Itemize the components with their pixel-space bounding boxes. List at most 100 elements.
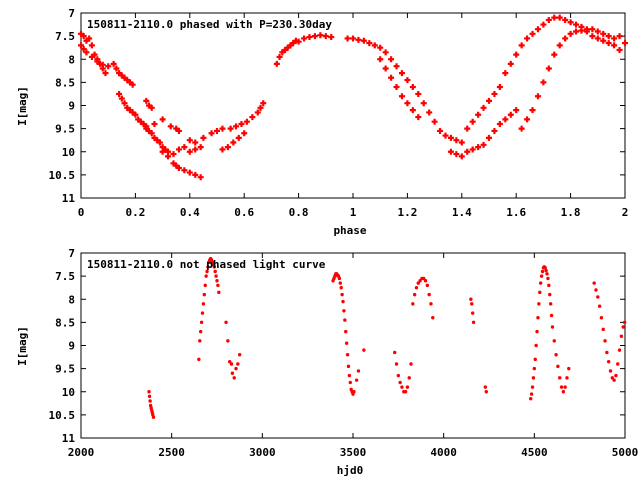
data-point: [442, 132, 449, 139]
data-point: [273, 60, 280, 67]
data-point: [362, 348, 366, 352]
data-point: [322, 33, 329, 40]
data-point: [532, 366, 537, 371]
data-point: [534, 343, 538, 348]
data-point: [219, 146, 226, 153]
chart-title: 150811-2110.0 phased with P=230.30day: [87, 18, 332, 31]
y-axis-ticks: 7 7.5 8 8.5 9 9.5 10 10.5 11: [49, 247, 625, 445]
data-point: [143, 123, 150, 130]
data-point: [544, 268, 548, 273]
data-point: [159, 148, 166, 155]
x-tick-label: 1: [350, 206, 357, 219]
data-point: [118, 95, 125, 102]
data-point: [534, 93, 541, 100]
data-point: [502, 116, 509, 123]
y-axis-label: I[mag]: [16, 326, 29, 366]
data-point: [606, 359, 611, 364]
data-point: [83, 49, 90, 56]
x-tick-label: 0.4: [180, 206, 200, 219]
y-tick-label: 10.5: [49, 169, 76, 182]
x-tick-label: 0: [78, 206, 85, 219]
data-point: [197, 357, 201, 362]
data-point: [622, 320, 627, 325]
data-point: [529, 392, 534, 396]
data-point: [113, 65, 120, 72]
x-axis-ticks: 2000 2500 3000 3500 4000 4500 5000: [68, 253, 638, 459]
data-point: [132, 111, 139, 118]
data-point: [603, 339, 607, 343]
data-point: [400, 385, 404, 389]
y-tick-label: 11: [62, 192, 76, 205]
data-point: [224, 144, 231, 151]
data-point: [548, 292, 552, 297]
data-point: [524, 35, 531, 42]
data-point: [605, 40, 612, 47]
data-points: [78, 14, 628, 181]
data-point: [458, 139, 465, 146]
y-tick-label: 8.5: [55, 76, 75, 89]
data-point: [486, 97, 492, 104]
data-point: [393, 84, 400, 90]
y-tick-label: 10: [62, 146, 75, 159]
data-point: [538, 281, 543, 285]
data-point: [197, 174, 204, 181]
y-tick-label: 8: [68, 53, 75, 66]
x-tick-label: 2500: [158, 446, 185, 459]
data-point: [382, 65, 389, 72]
data-point: [556, 364, 560, 369]
x-tick-label: 1.4: [452, 206, 472, 219]
data-point: [260, 100, 267, 107]
data-point: [614, 373, 618, 378]
x-tick-label: 1.8: [561, 206, 581, 219]
data-point: [192, 139, 199, 146]
data-point: [599, 316, 604, 320]
data-point: [205, 269, 209, 274]
data-point: [567, 19, 574, 26]
data-point: [214, 127, 220, 134]
data-point: [437, 127, 444, 134]
data-point: [311, 33, 318, 40]
data-point: [538, 290, 542, 295]
data-point: [398, 70, 405, 77]
data-point: [175, 127, 182, 134]
data-point: [345, 353, 350, 357]
data-point: [403, 390, 408, 394]
data-point: [425, 283, 430, 288]
data-point: [536, 316, 540, 320]
data-point: [562, 16, 569, 23]
data-point: [348, 380, 352, 385]
data-point: [610, 376, 615, 380]
data-point: [219, 125, 226, 132]
data-point: [226, 339, 230, 343]
data-point: [601, 327, 605, 332]
y-tick-label: 7.5: [55, 270, 75, 283]
data-point: [548, 302, 553, 306]
data-point: [341, 299, 345, 304]
data-point: [347, 373, 352, 378]
data-point: [596, 295, 600, 299]
data-point: [382, 49, 389, 56]
data-point: [496, 84, 503, 90]
x-axis-ticks: 0 0.2 0.4 0.6 0.8 1 1.2 1.4 1.6 1.8 2: [78, 13, 628, 219]
data-point: [355, 36, 362, 43]
data-point: [611, 35, 618, 42]
data-point: [469, 118, 476, 125]
data-point: [405, 385, 410, 389]
data-point: [431, 118, 438, 125]
x-axis-label: phase: [333, 224, 366, 237]
data-point: [540, 79, 547, 86]
data-point: [469, 297, 473, 301]
data-point: [371, 42, 378, 49]
data-point: [276, 53, 283, 60]
data-point: [352, 390, 356, 394]
data-point: [186, 169, 193, 176]
data-point: [377, 56, 384, 63]
data-point: [237, 353, 242, 357]
data-point: [600, 30, 607, 37]
data-point: [409, 107, 416, 114]
data-point: [608, 369, 613, 373]
data-point: [464, 148, 471, 155]
data-point: [224, 320, 228, 325]
data-point: [175, 164, 182, 171]
y-tick-label: 7: [68, 247, 75, 260]
